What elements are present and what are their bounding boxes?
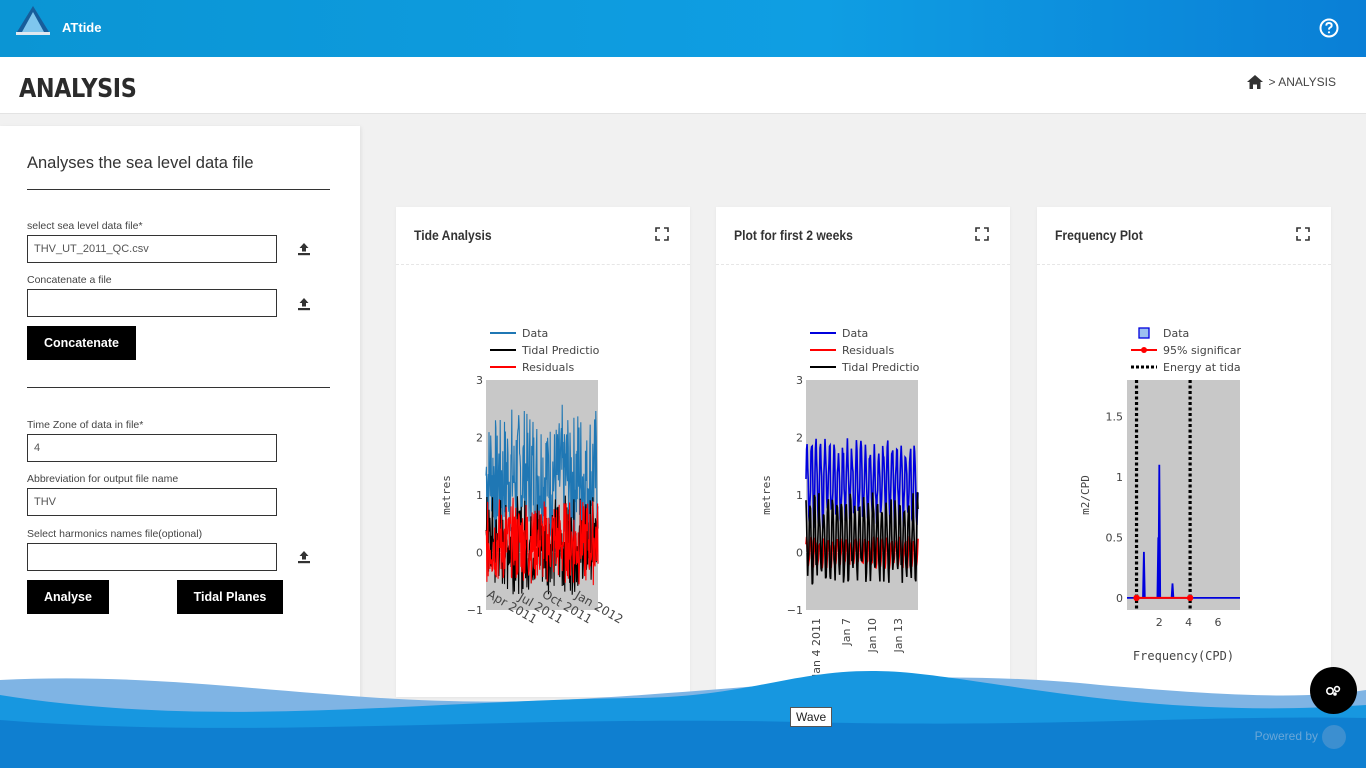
legend-label: Data [1163, 327, 1189, 340]
page-header: ANALYSIS > ANALYSIS [0, 57, 1366, 114]
top-bar: ATtide [0, 0, 1366, 57]
y-tick-label: 1 [1116, 471, 1123, 484]
help-icon[interactable] [1319, 18, 1339, 38]
legend-label: Residuals [522, 361, 574, 374]
y-tick-label: 2 [796, 432, 803, 445]
legend-swatch [1138, 327, 1150, 339]
legend-label: Energy at tida [1163, 361, 1241, 374]
upload-icon[interactable] [297, 550, 311, 564]
tidal-planes-button[interactable]: Tidal Planes [177, 580, 283, 614]
y-tick-label: −1 [467, 604, 483, 617]
y-tick-label: 1 [796, 489, 803, 502]
frequency-plot-card: Frequency Plot Data 95% significar Energy … [1037, 207, 1331, 697]
x-tick-label: 6 [1214, 616, 1221, 629]
harmonics-file-label: Select harmonics names file(optional) [27, 528, 203, 540]
y-axis-label: metres [440, 475, 453, 515]
frequency-chart[interactable]: Data 95% significar Energy at tida 1.5 1 0.5 0… [1037, 307, 1331, 687]
wave-tooltip: Wave [790, 707, 833, 727]
card-title: Frequency Plot [1055, 228, 1143, 243]
y-axis-label: m2/CPD [1079, 475, 1092, 515]
page-title: ANALYSIS [19, 74, 137, 104]
legend-label: Residuals [842, 344, 894, 357]
x-tick-label: Jan 13 [892, 618, 905, 653]
abbreviation-label: Abbreviation for output file name [27, 473, 179, 485]
y-tick-label: 2 [476, 432, 483, 445]
app-logo-icon[interactable] [14, 4, 52, 38]
concatenate-file-label: Concatenate a file [27, 274, 112, 286]
significance-point [1133, 594, 1140, 602]
home-icon[interactable] [1246, 74, 1264, 90]
significance-point [1186, 594, 1194, 602]
form-title: Analyses the sea level data file [27, 154, 254, 172]
x-tick-label: Jan 4 2011 [810, 618, 823, 678]
card-title: Tide Analysis [414, 228, 492, 243]
tide-analysis-chart[interactable]: Data Tidal Predictio Residuals 3 2 1 0 −1 metres… [396, 307, 690, 687]
expand-icon[interactable] [975, 227, 989, 241]
card-separator [1037, 264, 1331, 265]
legend-label: 95% significar [1163, 344, 1241, 357]
y-tick-label: 0 [1116, 592, 1123, 605]
upload-icon[interactable] [297, 242, 311, 256]
x-tick-label: Jan 7 [840, 618, 853, 646]
x-tick-label: 2 [1156, 616, 1163, 629]
footer-wave [0, 670, 1366, 768]
y-tick-label: 3 [476, 374, 483, 387]
app-name[interactable]: ATtide [62, 20, 102, 35]
divider [27, 189, 330, 190]
sea-level-file-label: select sea level data file* [27, 220, 143, 232]
first-two-weeks-card: Plot for first 2 weeks Data Residuals Tida… [716, 207, 1010, 697]
series-line-data [485, 404, 599, 546]
breadcrumb-current: > ANALYSIS [1268, 75, 1336, 89]
y-tick-label: −1 [787, 604, 803, 617]
harmonics-file-input[interactable] [27, 543, 277, 571]
series-line-residuals [485, 497, 599, 586]
y-tick-label: 1 [476, 489, 483, 502]
series-line-tidal-predictio [805, 492, 919, 585]
powered-by-logo[interactable] [1322, 725, 1346, 749]
x-tick-label: Jan 10 [866, 618, 879, 653]
card-title: Plot for first 2 weeks [734, 228, 853, 243]
x-tick-label: 4 [1185, 616, 1192, 629]
concatenate-button[interactable]: Concatenate [27, 326, 136, 360]
y-axis-label: metres [760, 475, 773, 515]
timezone-label: Time Zone of data in file* [27, 419, 144, 431]
expand-icon[interactable] [1296, 227, 1310, 241]
y-tick-label: 0 [476, 547, 483, 560]
legend-swatch [1141, 347, 1147, 353]
concatenate-file-input[interactable] [27, 289, 277, 317]
settings-icon [1325, 685, 1341, 696]
upload-icon[interactable] [297, 297, 311, 311]
timezone-input[interactable] [27, 434, 277, 462]
legend-label: Data [522, 327, 548, 340]
y-tick-label: 0.5 [1106, 531, 1124, 544]
divider [27, 387, 330, 388]
card-separator [396, 264, 690, 265]
expand-icon[interactable] [655, 227, 669, 241]
card-separator [716, 264, 1010, 265]
y-tick-label: 1.5 [1106, 410, 1124, 423]
plot-area [1127, 380, 1240, 610]
analysis-form-panel: Analyses the sea level data file select … [0, 126, 360, 726]
sea-level-file-input[interactable] [27, 235, 277, 263]
legend-label: Data [842, 327, 868, 340]
x-axis-label: Frequency(CPD) [1133, 649, 1234, 663]
legend-label: Tidal Predictio [521, 344, 600, 357]
breadcrumb: > ANALYSIS [1246, 74, 1336, 90]
powered-by-text: Powered by [1254, 729, 1318, 743]
first-two-weeks-chart[interactable]: Data Residuals Tidal Predictio 3 2 1 0 −1 metres… [716, 307, 1010, 687]
legend-label: Tidal Predictio [841, 361, 920, 374]
tide-analysis-card: Tide Analysis Data Tidal Predictio Residua… [396, 207, 690, 697]
floating-action-button[interactable] [1310, 667, 1357, 714]
y-tick-label: 3 [796, 374, 803, 387]
abbreviation-input[interactable] [27, 488, 277, 516]
analyse-button[interactable]: Analyse [27, 580, 109, 614]
y-tick-label: 0 [796, 547, 803, 560]
